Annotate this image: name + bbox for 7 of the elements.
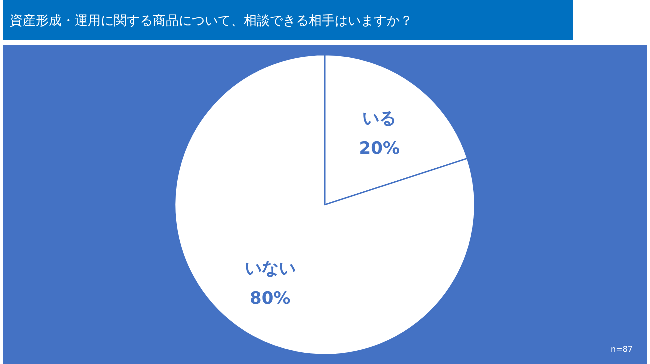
pie-slice [174, 54, 476, 356]
slice-label: いる [362, 108, 397, 129]
data-label: 20% [359, 138, 400, 159]
text: n=87 [611, 345, 633, 354]
data-label: 80% [250, 289, 291, 310]
slice-label: いない [244, 259, 296, 280]
chart-title: 資産形成・運用に関する商品について、相談できる相手はいますか？ [10, 13, 413, 29]
